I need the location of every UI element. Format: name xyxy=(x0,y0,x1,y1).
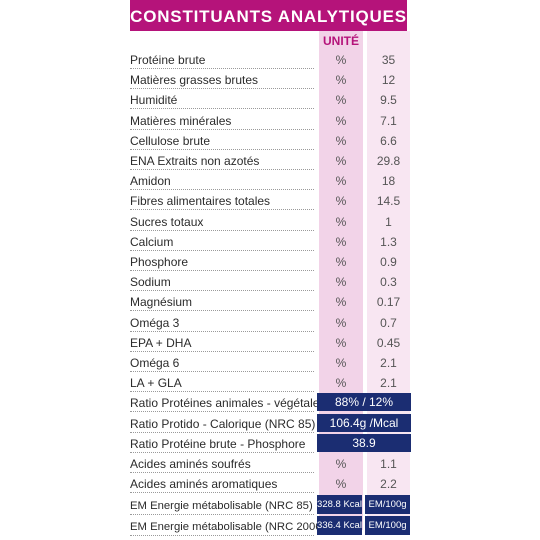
row-value: 14.5 xyxy=(376,194,401,209)
row-value: 2.2 xyxy=(380,477,397,492)
row-label: Humidité xyxy=(130,89,314,110)
table-row: Amidon% 18 xyxy=(130,170,410,191)
table-row: Phosphore% 0.9 xyxy=(130,251,410,271)
row-unit: % xyxy=(335,194,347,209)
energy-row: EM Energie métabolisable (NRC 85) xyxy=(130,495,410,516)
row-unit: % xyxy=(335,174,347,189)
row-value: 0.9 xyxy=(380,255,397,269)
row-label: ENA Extraits non azotés xyxy=(130,150,314,170)
row-label: Sodium xyxy=(130,271,314,292)
row-unit: % xyxy=(335,477,347,492)
table-row: Calcium% 1.3 xyxy=(130,231,410,251)
table-row: Sucres totaux% 1 xyxy=(130,211,410,231)
energy-value-kcal: 336.4 Kcal xyxy=(317,515,362,535)
row-value: 0.45 xyxy=(376,335,401,350)
row-unit: % xyxy=(335,376,347,391)
row-value: 0.3 xyxy=(380,275,397,290)
row-value: 0.17 xyxy=(376,295,401,310)
ratio-value: 106.4g /Mcal xyxy=(317,413,411,432)
ratio-value: 38.9 xyxy=(317,433,411,452)
ratio-label: Ratio Protéine brute - Phosphore xyxy=(130,433,314,453)
row-unit: % xyxy=(335,457,347,471)
table-row: Fibres alimentaires totales% 14.5 xyxy=(130,190,410,211)
energy-value-unit: EM/100g xyxy=(365,515,410,535)
row-unit: % xyxy=(335,73,347,88)
row-unit: % xyxy=(335,255,347,269)
table-row: Magnésium% 0.17 xyxy=(130,291,410,312)
row-value: 18 xyxy=(381,174,396,189)
row-value: 12 xyxy=(381,73,396,88)
row-unit: % xyxy=(335,113,347,128)
ratio-value: 88% / 12% xyxy=(317,393,411,412)
row-label: Oméga 6 xyxy=(130,352,314,372)
row-unit: % xyxy=(335,275,347,290)
row-label: Acides aminés soufrés xyxy=(130,453,314,473)
unit-column-header: UNITÉ xyxy=(323,34,359,48)
table-row: Protéine brute% 35 xyxy=(130,49,410,69)
row-unit: % xyxy=(335,214,347,229)
ratio-row: Ratio Protido - Calorique (NRC 85) xyxy=(130,413,410,433)
row-value: 1.1 xyxy=(380,457,397,471)
energy-label: EM Energie métabolisable (NRC 85) xyxy=(130,495,314,516)
ratio-row: Ratio Protéines animales - végétales xyxy=(130,392,410,413)
table-row: LA + GLA% 2.1 xyxy=(130,372,410,393)
table-row: Cellulose brute% 6.6 xyxy=(130,130,410,150)
row-unit: % xyxy=(335,93,347,108)
row-label: Amidon xyxy=(130,170,314,191)
row-label: Fibres alimentaires totales xyxy=(130,190,314,211)
row-unit: % xyxy=(335,315,347,330)
row-label: Matières grasses brutes xyxy=(130,69,314,90)
energy-label: EM Energie métabolisable (NRC 2006) xyxy=(130,516,325,536)
row-label: Calcium xyxy=(130,231,314,251)
row-value: 35 xyxy=(381,53,396,67)
row-value: 1 xyxy=(385,214,392,229)
table-row: Oméga 6% 2.1 xyxy=(130,352,410,372)
row-label: EPA + DHA xyxy=(130,332,314,352)
row-unit: % xyxy=(335,133,347,148)
table-title: CONSTITUANTS ANALYTIQUES xyxy=(130,0,407,31)
table-row: Acides aminés soufrés% 1.1 xyxy=(130,453,410,473)
table-row: Matières grasses brutes% 12 xyxy=(130,69,410,90)
row-label: Phosphore xyxy=(130,251,314,271)
row-label: Matières minérales xyxy=(130,110,314,130)
row-label: Magnésium xyxy=(130,291,314,312)
row-value: 0.7 xyxy=(380,315,397,330)
table-row: ENA Extraits non azotés% 29.8 xyxy=(130,150,410,170)
row-unit: % xyxy=(335,234,347,249)
row-label: Cellulose brute xyxy=(130,130,314,150)
row-value: 29.8 xyxy=(376,154,401,168)
row-value: 6.6 xyxy=(380,133,397,148)
table-row: Humidité% 9.5 xyxy=(130,89,410,110)
row-label: Oméga 3 xyxy=(130,312,314,332)
row-value: 1.3 xyxy=(380,234,397,249)
row-label: Sucres totaux xyxy=(130,211,314,231)
row-label: Protéine brute xyxy=(130,49,314,69)
table-row: Oméga 3% 0.7 xyxy=(130,312,410,332)
ratio-label: Ratio Protéines animales - végétales xyxy=(130,392,325,413)
row-label: LA + GLA xyxy=(130,372,314,393)
energy-value-unit: EM/100g xyxy=(365,495,410,515)
ratio-row: Ratio Protéine brute - Phosphore xyxy=(130,433,410,453)
row-unit: % xyxy=(335,295,347,310)
row-label: Acides aminés aromatiques xyxy=(130,473,314,494)
row-unit: % xyxy=(335,154,347,168)
row-value: 9.5 xyxy=(380,93,397,108)
energy-row: EM Energie métabolisable (NRC 2006) xyxy=(130,516,410,536)
table-row: EPA + DHA% 0.45 xyxy=(130,332,410,352)
ratio-label: Ratio Protido - Calorique (NRC 85) xyxy=(130,413,315,433)
row-unit: % xyxy=(335,335,347,350)
row-value: 2.1 xyxy=(380,376,397,391)
energy-value-kcal: 328.8 Kcal xyxy=(317,495,362,515)
table-row: Matières minérales% 7.1 xyxy=(130,110,410,130)
table-row: Sodium% 0.3 xyxy=(130,271,410,292)
row-value: 2.1 xyxy=(380,356,397,370)
table-row: Acides aminés aromatiques% 2.2 xyxy=(130,473,410,494)
row-value: 7.1 xyxy=(380,113,397,128)
row-unit: % xyxy=(335,356,347,370)
row-unit: % xyxy=(335,53,347,67)
